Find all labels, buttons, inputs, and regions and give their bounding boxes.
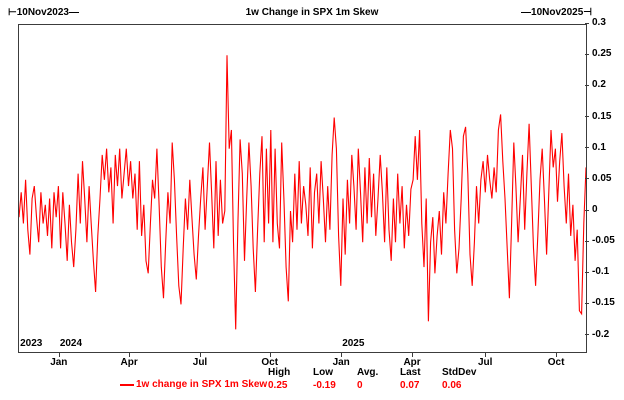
y-tick-label: 0.1 — [592, 141, 606, 153]
x-tick-mark — [269, 352, 271, 357]
x-tick-label: Jan — [50, 357, 68, 368]
y-tick-mark — [585, 209, 589, 211]
year-label: 2023 — [20, 338, 43, 349]
x-tick-mark — [412, 352, 414, 357]
x-tick-mark — [58, 352, 60, 357]
legend-series: 1w change in SPX 1m Skew — [120, 366, 268, 390]
x-tick-mark — [485, 352, 487, 357]
x-tick-mark — [129, 352, 131, 357]
legend: 1w change in SPX 1m Skew High 0.25 Low -… — [120, 366, 502, 392]
y-tick-label: 0.2 — [592, 79, 606, 91]
stat-value-low: -0.19 — [313, 380, 336, 391]
stat-col-high: High 0.25 — [268, 366, 313, 392]
y-tick-label: 0 — [592, 204, 598, 215]
stat-name-high: High — [268, 367, 291, 378]
x-tick-label: Apr — [403, 357, 421, 368]
y-tick-mark — [585, 84, 589, 86]
y-tick-label: -0.05 — [592, 235, 615, 247]
y-tick-mark — [585, 147, 589, 149]
stat-col-low: Low -0.19 — [313, 366, 357, 392]
year-label: 2025 — [342, 338, 365, 349]
y-tick-label: -0.1 — [592, 266, 610, 278]
x-tick-label: Apr — [120, 357, 138, 368]
chart-title: 1w Change in SPX 1m Skew — [245, 7, 379, 18]
y-tick-label: 0.05 — [592, 172, 612, 184]
stat-name-low: Low — [313, 367, 333, 378]
x-tick-label: Jan — [332, 357, 350, 368]
stat-name-stddev: StdDev — [442, 367, 477, 378]
x-tick-label: Jul — [477, 357, 493, 368]
y-tick-mark — [585, 178, 589, 180]
stat-col-stddev: StdDev 0.06 — [442, 366, 502, 392]
x-tick-mark — [200, 352, 201, 357]
stat-col-avg: Avg. 0 — [357, 366, 400, 392]
stat-value-avg: 0 — [357, 380, 363, 391]
range-end-label: —10Nov2025⊣ — [521, 7, 592, 18]
y-tick-mark — [585, 334, 589, 336]
y-tick-label: 0.25 — [592, 48, 612, 60]
plot-area — [18, 24, 587, 353]
x-tick-mark — [341, 352, 343, 357]
y-tick-mark — [585, 53, 589, 55]
stat-value-stddev: 0.06 — [442, 380, 462, 391]
stat-col-last: Last 0.07 — [400, 366, 442, 392]
x-tick-label: Oct — [261, 357, 279, 368]
y-tick-mark — [585, 22, 589, 24]
y-tick-label: -0.15 — [592, 297, 615, 309]
y-tick-label: 0.15 — [592, 110, 612, 122]
series-svg — [19, 55, 586, 330]
y-tick-mark — [585, 116, 589, 118]
range-start-label: ⊢10Nov2023— — [8, 7, 79, 18]
x-tick-label: Jul — [192, 357, 208, 368]
year-label: 2024 — [59, 338, 83, 349]
x-tick-mark — [556, 352, 558, 357]
series-line — [19, 55, 586, 330]
series-swatch-line — [120, 383, 134, 386]
y-tick-label: -0.2 — [592, 328, 610, 340]
stat-name-last: Last — [400, 367, 421, 378]
x-tick-label: Oct — [547, 357, 565, 368]
stat-value-last: 0.07 — [400, 380, 420, 391]
y-tick-mark — [585, 302, 589, 304]
stat-value-high: 0.25 — [268, 380, 288, 391]
y-tick-mark — [585, 271, 589, 273]
stat-name-avg: Avg. — [357, 367, 379, 378]
series-label: 1w change in SPX 1m Skew — [136, 379, 268, 390]
y-tick-mark — [585, 240, 589, 242]
y-tick-label: 0.3 — [592, 17, 606, 29]
